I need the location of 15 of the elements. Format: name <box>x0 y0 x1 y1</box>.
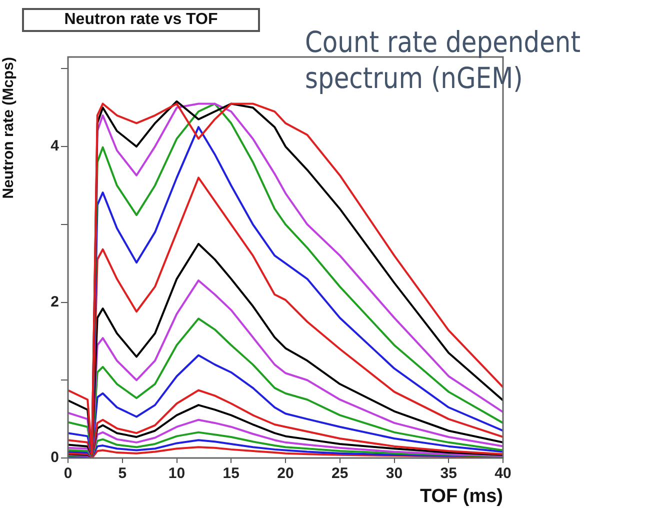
y-tick-label: 0 <box>50 449 59 466</box>
x-tick-label: 35 <box>440 465 457 482</box>
y-tick-label: 2 <box>50 293 59 310</box>
x-tick-label: 0 <box>64 465 72 482</box>
y-axis-title: Neutron rate (Mcps) <box>0 57 18 199</box>
chart-title: Neutron rate vs TOF <box>22 8 260 32</box>
x-tick-label: 10 <box>168 465 186 482</box>
x-tick-label: 25 <box>332 465 348 482</box>
y-tick-label: 4 <box>50 138 60 155</box>
x-tick-label: 5 <box>118 465 127 482</box>
x-tick-label: 15 <box>222 465 240 482</box>
x-tick-label: 20 <box>277 465 294 482</box>
x-tick-label: 40 <box>494 465 512 482</box>
x-axis-title: TOF (ms) <box>420 486 503 507</box>
x-tick-label: 30 <box>386 465 403 482</box>
